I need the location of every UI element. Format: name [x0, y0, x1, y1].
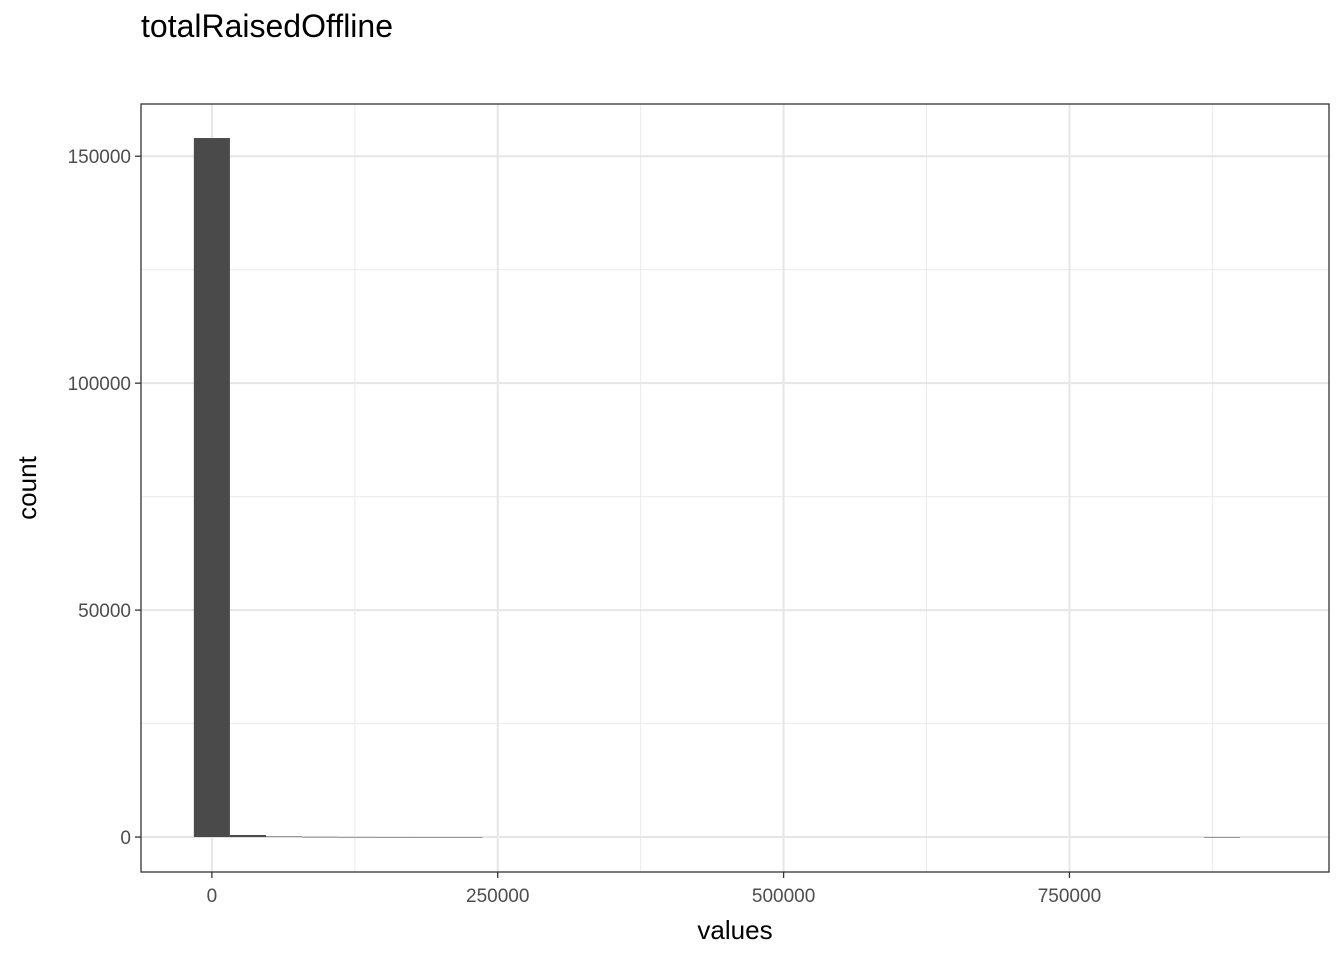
y-tick-label: 0 — [120, 828, 131, 849]
minor-gridlines — [141, 104, 1329, 872]
x-tick-label: 0 — [207, 886, 218, 907]
panel-border — [140, 103, 1330, 873]
histogram-bar — [229, 835, 267, 838]
y-tick-label: 100000 — [68, 374, 131, 395]
histogram-bar — [266, 836, 303, 838]
histogram-bar — [1203, 837, 1241, 838]
histogram-bar — [193, 138, 230, 838]
histogram-bar — [338, 836, 375, 838]
x-tick-label: 750000 — [1038, 886, 1101, 907]
y-axis-title: count — [12, 455, 42, 519]
x-axis-title: values — [697, 915, 772, 945]
x-axis: 0 250000 500000 750000 — [207, 872, 1101, 907]
y-tick-label: 150000 — [68, 147, 131, 168]
y-axis: 0 50000 100000 150000 — [68, 147, 141, 849]
x-tick-label: 250000 — [466, 886, 529, 907]
histogram-bar — [410, 837, 447, 838]
histogram-bar — [302, 836, 339, 838]
panel-background — [141, 104, 1329, 872]
chart-title: totalRaisedOffline — [141, 8, 393, 44]
y-tick-label: 50000 — [78, 601, 131, 622]
histogram-bar — [446, 837, 483, 838]
histogram-bar — [374, 836, 411, 838]
histogram-bars — [193, 138, 1241, 838]
x-tick-label: 500000 — [752, 886, 815, 907]
